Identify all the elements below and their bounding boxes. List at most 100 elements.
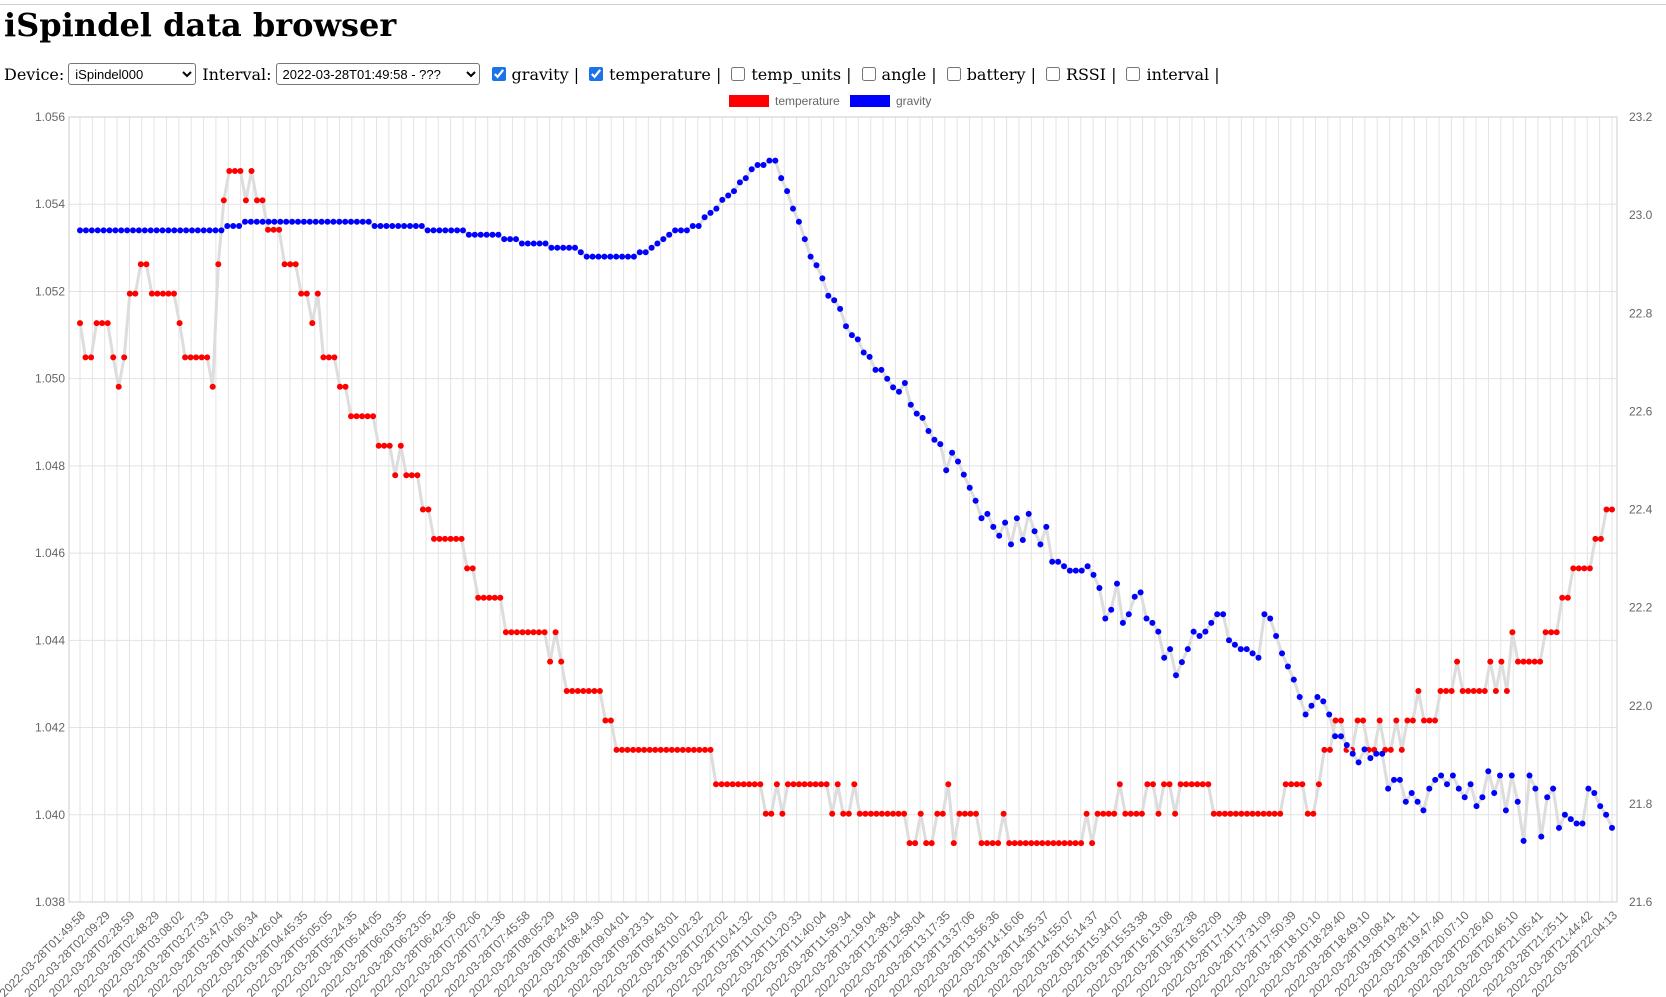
data-point-gravity[interactable]: [925, 428, 932, 434]
data-point-temperature[interactable]: [1603, 506, 1610, 513]
data-point-temperature[interactable]: [906, 840, 913, 847]
data-point-temperature[interactable]: [1050, 840, 1057, 847]
data-point-temperature[interactable]: [1470, 688, 1477, 694]
data-point-temperature[interactable]: [447, 535, 454, 542]
data-point-gravity[interactable]: [1161, 654, 1168, 661]
data-point-temperature[interactable]: [563, 688, 570, 694]
data-point-gravity[interactable]: [648, 244, 655, 251]
data-point-temperature[interactable]: [735, 781, 742, 788]
data-point-temperature[interactable]: [1354, 717, 1361, 724]
data-point-gravity[interactable]: [872, 366, 879, 373]
data-point-temperature[interactable]: [1172, 810, 1179, 817]
device-select[interactable]: iSpindel000: [68, 63, 197, 85]
data-point-temperature[interactable]: [336, 383, 343, 390]
data-point-temperature[interactable]: [1338, 717, 1344, 724]
data-point-temperature[interactable]: [143, 261, 150, 268]
data-point-gravity[interactable]: [931, 436, 938, 443]
data-point-gravity[interactable]: [401, 223, 408, 229]
data-point-temperature[interactable]: [309, 320, 316, 327]
data-point-temperature[interactable]: [967, 810, 974, 817]
data-point-temperature[interactable]: [1155, 810, 1162, 817]
data-point-temperature[interactable]: [104, 320, 111, 327]
data-point-gravity[interactable]: [1226, 637, 1232, 644]
data-point-temperature[interactable]: [1094, 810, 1101, 817]
data-point-gravity[interactable]: [896, 388, 902, 395]
data-point-temperature[interactable]: [408, 472, 415, 479]
data-point-temperature[interactable]: [110, 354, 117, 361]
data-point-temperature[interactable]: [1105, 810, 1112, 817]
data-point-gravity[interactable]: [1414, 798, 1421, 805]
data-point-temperature[interactable]: [276, 226, 283, 233]
data-point-temperature[interactable]: [801, 781, 808, 788]
data-point-temperature[interactable]: [1332, 717, 1339, 724]
data-point-gravity[interactable]: [1043, 523, 1050, 530]
data-point-temperature[interactable]: [740, 781, 747, 788]
data-point-temperature[interactable]: [757, 781, 764, 788]
data-point-temperature[interactable]: [1586, 565, 1593, 572]
data-point-temperature[interactable]: [961, 810, 968, 817]
data-point-gravity[interactable]: [153, 227, 160, 234]
data-point-gravity[interactable]: [1173, 672, 1179, 679]
data-point-temperature[interactable]: [679, 746, 686, 753]
data-point-temperature[interactable]: [1515, 658, 1521, 665]
data-point-gravity[interactable]: [1131, 593, 1138, 600]
data-point-temperature[interactable]: [552, 629, 559, 636]
data-point-gravity[interactable]: [283, 218, 290, 225]
data-point-temperature[interactable]: [1000, 810, 1007, 817]
data-point-gravity[interactable]: [77, 227, 83, 234]
temp-units-toggle[interactable]: temp_units |: [725, 65, 852, 84]
data-point-temperature[interactable]: [641, 746, 648, 753]
data-point-gravity[interactable]: [418, 223, 425, 229]
data-point-temperature[interactable]: [1526, 658, 1532, 665]
data-point-temperature[interactable]: [270, 226, 277, 233]
data-point-temperature[interactable]: [1509, 629, 1516, 636]
data-point-temperature[interactable]: [1111, 810, 1118, 817]
data-point-gravity[interactable]: [1355, 759, 1362, 766]
data-point-gravity[interactable]: [324, 218, 331, 225]
data-point-gravity[interactable]: [206, 227, 213, 234]
data-point-temperature[interactable]: [121, 354, 128, 361]
data-point-temperature[interactable]: [464, 565, 471, 572]
data-point-gravity[interactable]: [489, 231, 496, 238]
data-point-gravity[interactable]: [1338, 733, 1344, 740]
angle-toggle[interactable]: angle |: [856, 65, 937, 84]
data-point-gravity[interactable]: [271, 218, 278, 225]
data-point-gravity[interactable]: [654, 240, 661, 247]
data-point-gravity[interactable]: [1485, 768, 1492, 775]
data-point-gravity[interactable]: [224, 223, 231, 229]
data-point-gravity[interactable]: [253, 218, 260, 225]
data-point-temperature[interactable]: [591, 688, 598, 694]
data-point-temperature[interactable]: [1055, 840, 1062, 847]
data-point-gravity[interactable]: [1479, 794, 1486, 801]
data-point-temperature[interactable]: [768, 810, 775, 817]
data-point-temperature[interactable]: [580, 688, 587, 694]
data-point-gravity[interactable]: [1561, 811, 1568, 818]
data-point-gravity[interactable]: [1514, 798, 1521, 805]
data-point-gravity[interactable]: [943, 467, 950, 474]
data-point-temperature[interactable]: [1437, 688, 1444, 694]
data-point-temperature[interactable]: [1011, 840, 1018, 847]
data-point-temperature[interactable]: [198, 354, 205, 361]
data-point-temperature[interactable]: [469, 565, 476, 572]
data-point-gravity[interactable]: [1349, 750, 1356, 757]
data-point-temperature[interactable]: [353, 413, 360, 420]
data-point-gravity[interactable]: [1502, 807, 1509, 814]
data-point-temperature[interactable]: [1072, 840, 1079, 847]
temperature-checkbox[interactable]: [589, 67, 604, 81]
data-point-temperature[interactable]: [978, 840, 985, 847]
data-point-gravity[interactable]: [577, 249, 584, 256]
data-point-gravity[interactable]: [766, 157, 773, 164]
data-point-temperature[interactable]: [1592, 535, 1599, 542]
data-point-temperature[interactable]: [873, 810, 880, 817]
data-point-gravity[interactable]: [754, 162, 761, 168]
data-point-gravity[interactable]: [866, 353, 873, 360]
data-point-gravity[interactable]: [442, 227, 449, 234]
data-point-temperature[interactable]: [1227, 810, 1234, 817]
data-point-gravity[interactable]: [530, 240, 537, 247]
data-point-temperature[interactable]: [1360, 717, 1367, 724]
data-point-temperature[interactable]: [646, 746, 653, 753]
data-point-gravity[interactable]: [1302, 711, 1309, 718]
data-point-temperature[interactable]: [724, 781, 731, 788]
data-point-gravity[interactable]: [130, 227, 136, 234]
data-point-temperature[interactable]: [773, 781, 780, 788]
